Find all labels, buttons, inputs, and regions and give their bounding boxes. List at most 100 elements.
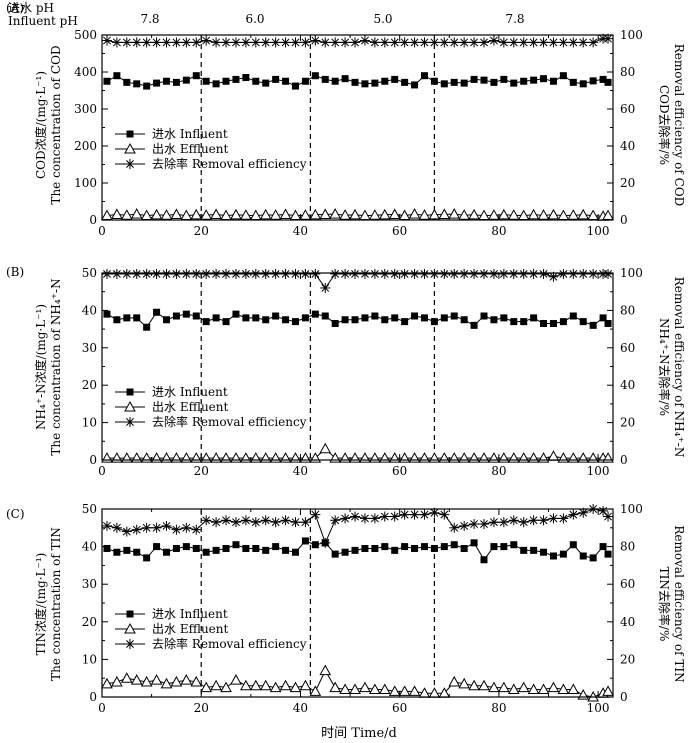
panel-a-series-removal-point — [260, 37, 271, 48]
panel-c-series-effluent-point — [369, 683, 381, 694]
panel-a-series-removal-point — [350, 37, 361, 48]
panel-a: (A) COD浓度/(mg·L⁻¹) The concentration of … — [6, 1, 686, 238]
panel-b-series-removal-point-arm-4 — [112, 269, 121, 278]
panel-a-series-removal-point — [369, 37, 380, 48]
panel-c-series-effluent-point — [408, 685, 421, 696]
panel-c-series-removal-point-arm-4 — [311, 510, 320, 519]
panel-b-series-removal-point — [300, 268, 311, 279]
panel-c-series-removal-point-arm-4 — [192, 525, 201, 534]
panel-c-series-removal-point-arm-4 — [559, 514, 568, 523]
panel-a-series-effluent-point — [378, 208, 391, 220]
panel-a-series-influent-point — [589, 77, 597, 85]
panel-c-series-removal-point-arm-4 — [321, 538, 330, 547]
panel-c-series-removal-point-arm-4 — [360, 514, 369, 523]
panel-c-series-removal-point-arm-4 — [291, 518, 300, 527]
panel-c-series-removal-point — [280, 515, 291, 526]
panel-b-series-removal-point-arm-4 — [231, 269, 240, 278]
panel-c-x-tick-label: 100 — [587, 701, 610, 715]
panel-b-series-removal-point — [260, 268, 271, 279]
panel-a-series-removal-point — [389, 37, 400, 48]
panel-b-series-removal-point-arm-4 — [222, 269, 230, 278]
panel-c-series-removal-point-arm-4 — [142, 523, 151, 532]
panel-a-series-removal-point — [131, 37, 142, 48]
panel-b-series-removal-point — [399, 268, 410, 279]
panel-b-series-influent-point — [490, 316, 498, 324]
panel-a-series-removal-point — [101, 35, 112, 46]
panel-c-x-tick-label: 0 — [98, 701, 106, 715]
panel-b-series-influent-point — [604, 319, 612, 327]
panel-b-series-removal-point — [111, 268, 122, 279]
panel-c-series-influent-point — [430, 544, 438, 552]
panel-a-y-tick-label: 400 — [74, 65, 97, 79]
panel-c-series-effluent-point — [507, 683, 520, 694]
panel-c-series-effluent-point — [398, 685, 411, 696]
panel-b-series-effluent-point — [547, 450, 560, 461]
panel-b-series-removal-point-arm-4 — [390, 269, 399, 278]
panel-a-series-effluent-point — [111, 208, 123, 219]
panel-b-series-removal-point-arm-4 — [509, 269, 518, 278]
panel-b-series-removal-point — [201, 268, 212, 279]
panel-c-y2-tick-label: 60 — [620, 577, 635, 591]
panel-b-y2-tick-label: 80 — [620, 303, 635, 317]
panel-b-series-influent-point — [371, 312, 379, 320]
panel-a-series-removal-point-arm-4 — [222, 38, 230, 47]
panel-c-series-effluent-point — [120, 672, 133, 683]
panel-a-x-tick-label: 80 — [491, 224, 506, 238]
panel-c-series-effluent-point — [101, 677, 113, 689]
panel-b-series-influent-point — [103, 310, 111, 318]
panel-b-series-influent-point — [460, 316, 468, 324]
panel-c-series-influent-point — [604, 550, 612, 558]
panel-b-series-removal — [101, 268, 614, 293]
panel-b-y-tick-label: 30 — [82, 341, 97, 355]
panel-b-series-removal-point-arm-4 — [291, 269, 300, 278]
panel-a-series-removal-point-arm-4 — [152, 38, 161, 47]
panel-b-series-removal-point-arm-4 — [341, 269, 350, 278]
panel-a-series-removal-point-arm-4 — [132, 38, 141, 47]
panel-a-series-influent-point — [242, 74, 250, 82]
panel-c-series-effluent-point — [557, 683, 570, 694]
panel-a-series-removal-point-arm-4 — [360, 36, 369, 45]
panel-a-series-removal-point — [359, 35, 370, 46]
panel-c-y2label-2: Removal efficiency of TIN — [672, 525, 686, 682]
panel-c-series-effluent-point — [289, 681, 302, 693]
panel-a-series-removal-point-arm-4 — [172, 38, 181, 47]
panel-c-series-effluent-point — [329, 681, 342, 693]
panel-c-series-effluent-point — [190, 675, 203, 687]
panel-b-series-removal-point-arm-4 — [192, 269, 201, 278]
panel-a-series-removal-point — [518, 37, 529, 48]
panel-a-series-influent-point — [133, 80, 141, 88]
panel-c-major-ticks — [101, 508, 613, 698]
panel-c-series-effluent-point — [602, 685, 614, 696]
panel-b-legend-entry-influent-label: 进水 Influent — [152, 385, 228, 399]
panel-c-series-removal-point — [320, 537, 331, 548]
panel-a-series-removal-point-arm-4 — [470, 38, 479, 47]
panel-b-series-removal-point — [578, 268, 589, 279]
panel-a-series-influent-point — [604, 78, 612, 86]
panel-c-series-removal-point-arm-4 — [480, 520, 488, 528]
panel-b-x-tick-label: 0 — [98, 464, 106, 478]
panel-c-series-influent-point — [331, 550, 339, 558]
panel-c-series-effluent-point — [180, 674, 193, 685]
panel-a-series-effluent-point — [269, 209, 282, 220]
panel-c-series-influent-point — [123, 546, 131, 554]
panel-b-series-removal-point — [409, 268, 420, 279]
panel-b-series-removal-point-arm-4 — [529, 269, 538, 278]
panel-a-series-influent-point — [202, 77, 210, 85]
panel-a-series-influent-point — [113, 72, 121, 80]
panel-a-series-removal-point — [479, 37, 490, 48]
panel-a-series-removal-point — [310, 35, 321, 46]
panel-b-series-influent-point — [301, 314, 309, 322]
panel-a-series-removal-point-arm-4 — [331, 38, 340, 47]
panel-c-series-removal-point-arm-4 — [549, 514, 558, 523]
panel-b-series-removal-point — [469, 268, 480, 279]
panel-a-series-effluent-point — [547, 208, 560, 220]
panel-a-series-removal-point-arm-4 — [509, 38, 518, 47]
panel-a-series-removal-point — [409, 37, 420, 48]
panel-a-series-influent-point — [103, 77, 111, 85]
panel-b-series-removal-point — [131, 268, 142, 279]
panel-a-series-removal-point — [280, 37, 291, 48]
panel-b-series-removal-point-arm-4 — [519, 269, 528, 278]
panel-a-series-effluent-point — [210, 208, 222, 219]
panel-c-series-effluent-point — [567, 683, 580, 694]
panel-c-series-removal-point-arm-4 — [241, 516, 250, 525]
